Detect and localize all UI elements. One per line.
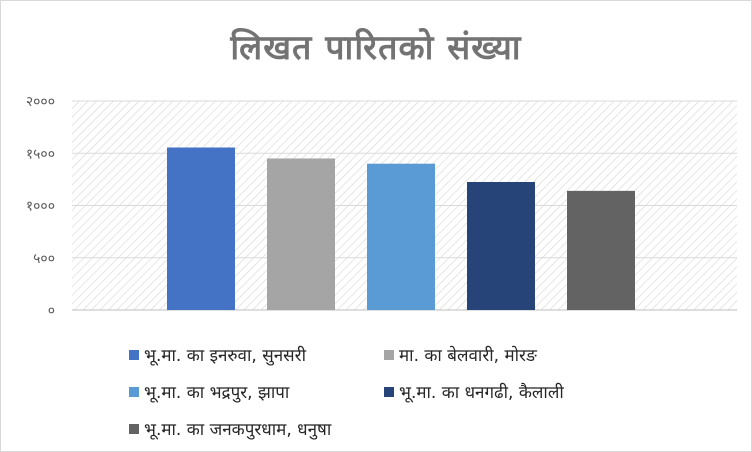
bar (267, 158, 335, 310)
legend-swatch (129, 349, 139, 360)
legend-item: भू.मा. का जनकपुरधाम, धनुषा (129, 417, 331, 440)
legend-swatch (129, 386, 139, 397)
y-tick-label: ५०० (33, 251, 55, 267)
y-tick-label: २००० (26, 94, 55, 110)
bar (467, 181, 535, 310)
legend-label: भू.मा. का धनगढी, कैलाली (399, 383, 564, 403)
legend-swatch (384, 386, 394, 397)
legend-item: मा. का बेलवारी, मोरङ (384, 343, 537, 366)
legend-swatch (129, 423, 139, 434)
legend-item: भू.मा. का धनगढी, कैलाली (384, 380, 564, 403)
bar (167, 147, 235, 310)
legend-item: भू.मा. का इनरुवा, सुनसरी (129, 343, 306, 366)
chart-title: लिखत पारितको संख्या (230, 28, 522, 68)
y-tick-label: ० (48, 303, 55, 319)
y-tick-label: १००० (26, 199, 55, 215)
legend-label: मा. का बेलवारी, मोरङ (399, 346, 537, 366)
legend-item: भू.मा. का भद्रपुर, झापा (129, 380, 289, 403)
bar (567, 190, 635, 310)
legend-label: भू.मा. का इनरुवा, सुनसरी (144, 346, 306, 366)
legend-label: भू.मा. का भद्रपुर, झापा (144, 383, 290, 403)
y-tick-label: १५०० (26, 146, 55, 162)
bar (367, 163, 435, 310)
legend-swatch (384, 349, 394, 360)
legend-label: भू.मा. का जनकपुरधाम, धनुषा (144, 420, 332, 440)
